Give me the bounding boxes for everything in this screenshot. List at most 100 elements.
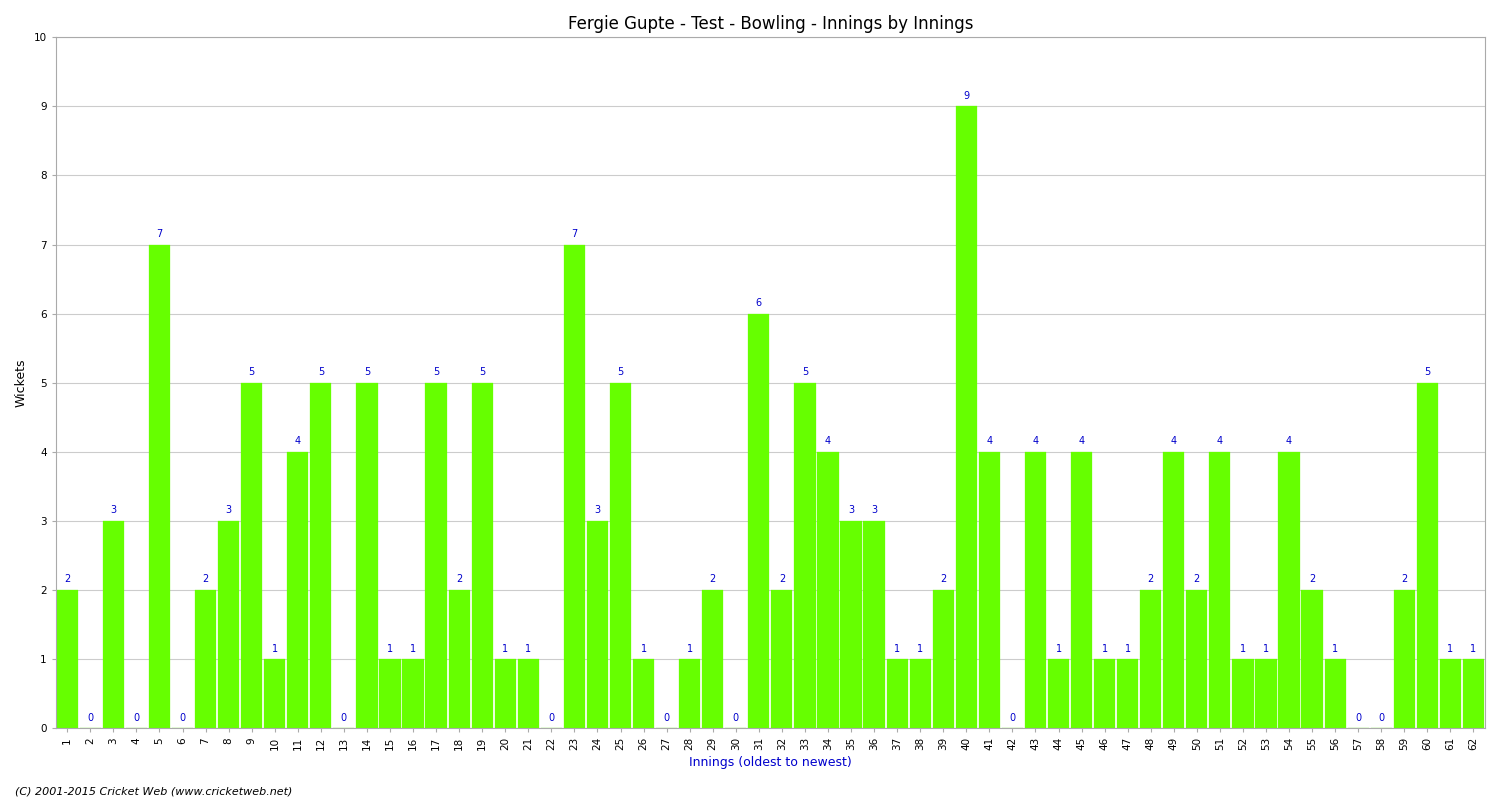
Bar (818, 452, 839, 728)
Bar (1024, 452, 1045, 728)
Text: 2: 2 (778, 574, 784, 585)
Bar (242, 382, 262, 728)
Bar (217, 521, 238, 728)
Text: 0: 0 (663, 713, 669, 722)
Bar (426, 382, 447, 728)
Bar (840, 521, 861, 728)
Bar (1048, 659, 1070, 728)
Bar (633, 659, 654, 728)
Bar (610, 382, 632, 728)
Bar (495, 659, 516, 728)
X-axis label: Innings (oldest to newest): Innings (oldest to newest) (688, 756, 852, 769)
Y-axis label: Wickets: Wickets (15, 358, 28, 407)
Text: 5: 5 (318, 367, 324, 378)
Bar (402, 659, 423, 728)
Text: 4: 4 (1286, 436, 1292, 446)
Bar (102, 521, 125, 728)
Bar (586, 521, 608, 728)
Bar (680, 659, 700, 728)
Text: 2: 2 (64, 574, 70, 585)
Bar (148, 245, 170, 728)
Text: 0: 0 (549, 713, 555, 722)
Text: 0: 0 (134, 713, 140, 722)
Text: 1: 1 (640, 643, 646, 654)
Bar (702, 590, 723, 728)
Bar (195, 590, 216, 728)
Bar (264, 659, 285, 728)
Bar (286, 452, 309, 728)
Text: 9: 9 (963, 91, 969, 101)
Bar (1462, 659, 1484, 728)
Bar (448, 590, 470, 728)
Text: 1: 1 (1056, 643, 1062, 654)
Bar (795, 382, 816, 728)
Bar (357, 382, 378, 728)
Bar (1162, 452, 1185, 728)
Text: 2: 2 (1194, 574, 1200, 585)
Text: 0: 0 (87, 713, 93, 722)
Bar (886, 659, 908, 728)
Text: 1: 1 (1101, 643, 1107, 654)
Text: 6: 6 (756, 298, 762, 308)
Text: 1: 1 (687, 643, 693, 654)
Text: 3: 3 (847, 506, 853, 515)
Text: 2: 2 (456, 574, 462, 585)
Text: 1: 1 (410, 643, 416, 654)
Text: 1: 1 (894, 643, 900, 654)
Text: 2: 2 (1401, 574, 1407, 585)
Text: 3: 3 (111, 506, 117, 515)
Bar (864, 521, 885, 728)
Bar (1140, 590, 1161, 728)
Text: 1: 1 (387, 643, 393, 654)
Text: 7: 7 (572, 229, 578, 239)
Bar (1394, 590, 1414, 728)
Bar (1233, 659, 1254, 728)
Text: 3: 3 (225, 506, 231, 515)
Text: 1: 1 (1332, 643, 1338, 654)
Text: 2: 2 (940, 574, 946, 585)
Bar (1118, 659, 1138, 728)
Bar (980, 452, 1000, 728)
Bar (1278, 452, 1299, 728)
Text: (C) 2001-2015 Cricket Web (www.cricketweb.net): (C) 2001-2015 Cricket Web (www.cricketwe… (15, 786, 292, 796)
Bar (471, 382, 494, 728)
Text: 1: 1 (525, 643, 531, 654)
Text: 0: 0 (1378, 713, 1384, 722)
Bar (1302, 590, 1323, 728)
Text: 4: 4 (987, 436, 993, 446)
Text: 5: 5 (478, 367, 486, 378)
Bar (57, 590, 78, 728)
Text: 1: 1 (272, 643, 278, 654)
Text: 5: 5 (618, 367, 624, 378)
Bar (518, 659, 538, 728)
Text: 0: 0 (340, 713, 346, 722)
Text: 5: 5 (364, 367, 370, 378)
Bar (1094, 659, 1114, 728)
Text: 1: 1 (503, 643, 509, 654)
Text: 4: 4 (1032, 436, 1038, 446)
Text: 5: 5 (249, 367, 255, 378)
Text: 4: 4 (1078, 436, 1084, 446)
Text: 1: 1 (1240, 643, 1246, 654)
Text: 2: 2 (202, 574, 208, 585)
Text: 1: 1 (1263, 643, 1269, 654)
Text: 4: 4 (1216, 436, 1222, 446)
Text: 5: 5 (1424, 367, 1431, 378)
Bar (748, 314, 770, 728)
Text: 1: 1 (1125, 643, 1131, 654)
Bar (1209, 452, 1230, 728)
Text: 1: 1 (1470, 643, 1476, 654)
Text: 5: 5 (433, 367, 439, 378)
Bar (933, 590, 954, 728)
Bar (1186, 590, 1208, 728)
Bar (1256, 659, 1276, 728)
Bar (1440, 659, 1461, 728)
Text: 4: 4 (294, 436, 302, 446)
Text: 0: 0 (180, 713, 186, 722)
Text: 7: 7 (156, 229, 162, 239)
Text: 0: 0 (732, 713, 740, 722)
Text: 3: 3 (871, 506, 877, 515)
Text: 3: 3 (594, 506, 600, 515)
Text: 2: 2 (710, 574, 716, 585)
Bar (310, 382, 332, 728)
